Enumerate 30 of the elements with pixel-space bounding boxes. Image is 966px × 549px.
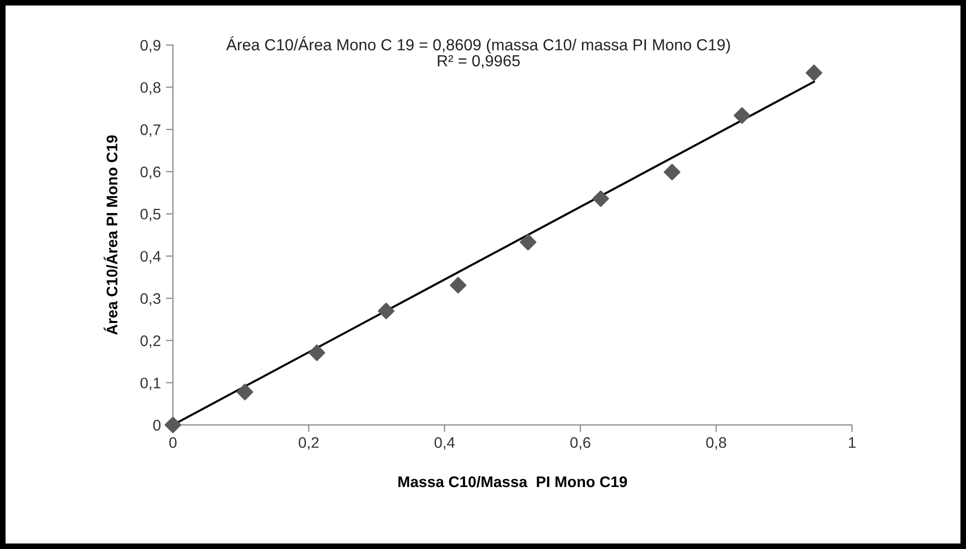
point [806, 64, 822, 82]
point [308, 344, 326, 362]
x-axis-title: Massa C10/Massa PI Mono C19 [398, 476, 627, 488]
x-tick-label: 0,8 [706, 437, 726, 450]
annotation: Área C10/Área Mono C 19 = 0,8609 (massa C10/ massa PI Mono C19) [226, 36, 730, 54]
y-tick-label: 0,7 [140, 124, 160, 137]
x-tick-label: 0,4 [434, 437, 455, 450]
x-tick-label: 0,6 [570, 437, 590, 450]
point [378, 302, 394, 320]
y-tick-label: 0,4 [140, 250, 161, 264]
annotation: R² = 0,9965 [438, 55, 520, 68]
y-axis-title: Área C10/Área PI Mono C19 [104, 135, 118, 335]
y-tick-label: 0,6 [140, 166, 160, 180]
y-tick-label: 0,9 [140, 40, 160, 53]
x-tick-label: 1 [848, 437, 856, 448]
y-tick-label: 0,5 [140, 208, 160, 222]
x-tick-label: 0,2 [298, 437, 319, 450]
y-tick-label: 0,3 [140, 293, 160, 306]
point [592, 190, 610, 207]
y-tick-label: 0,2 [140, 335, 160, 348]
y-tick-label: 0,1 [140, 378, 160, 390]
y-tick-label: 0,8 [140, 82, 160, 95]
point [450, 276, 466, 294]
point [236, 384, 254, 400]
y-tick-label: 0 [153, 420, 161, 431]
point [664, 164, 680, 180]
point [164, 416, 182, 434]
point [520, 234, 536, 250]
x-tick-label: 0 [169, 437, 177, 448]
point [734, 107, 750, 124]
